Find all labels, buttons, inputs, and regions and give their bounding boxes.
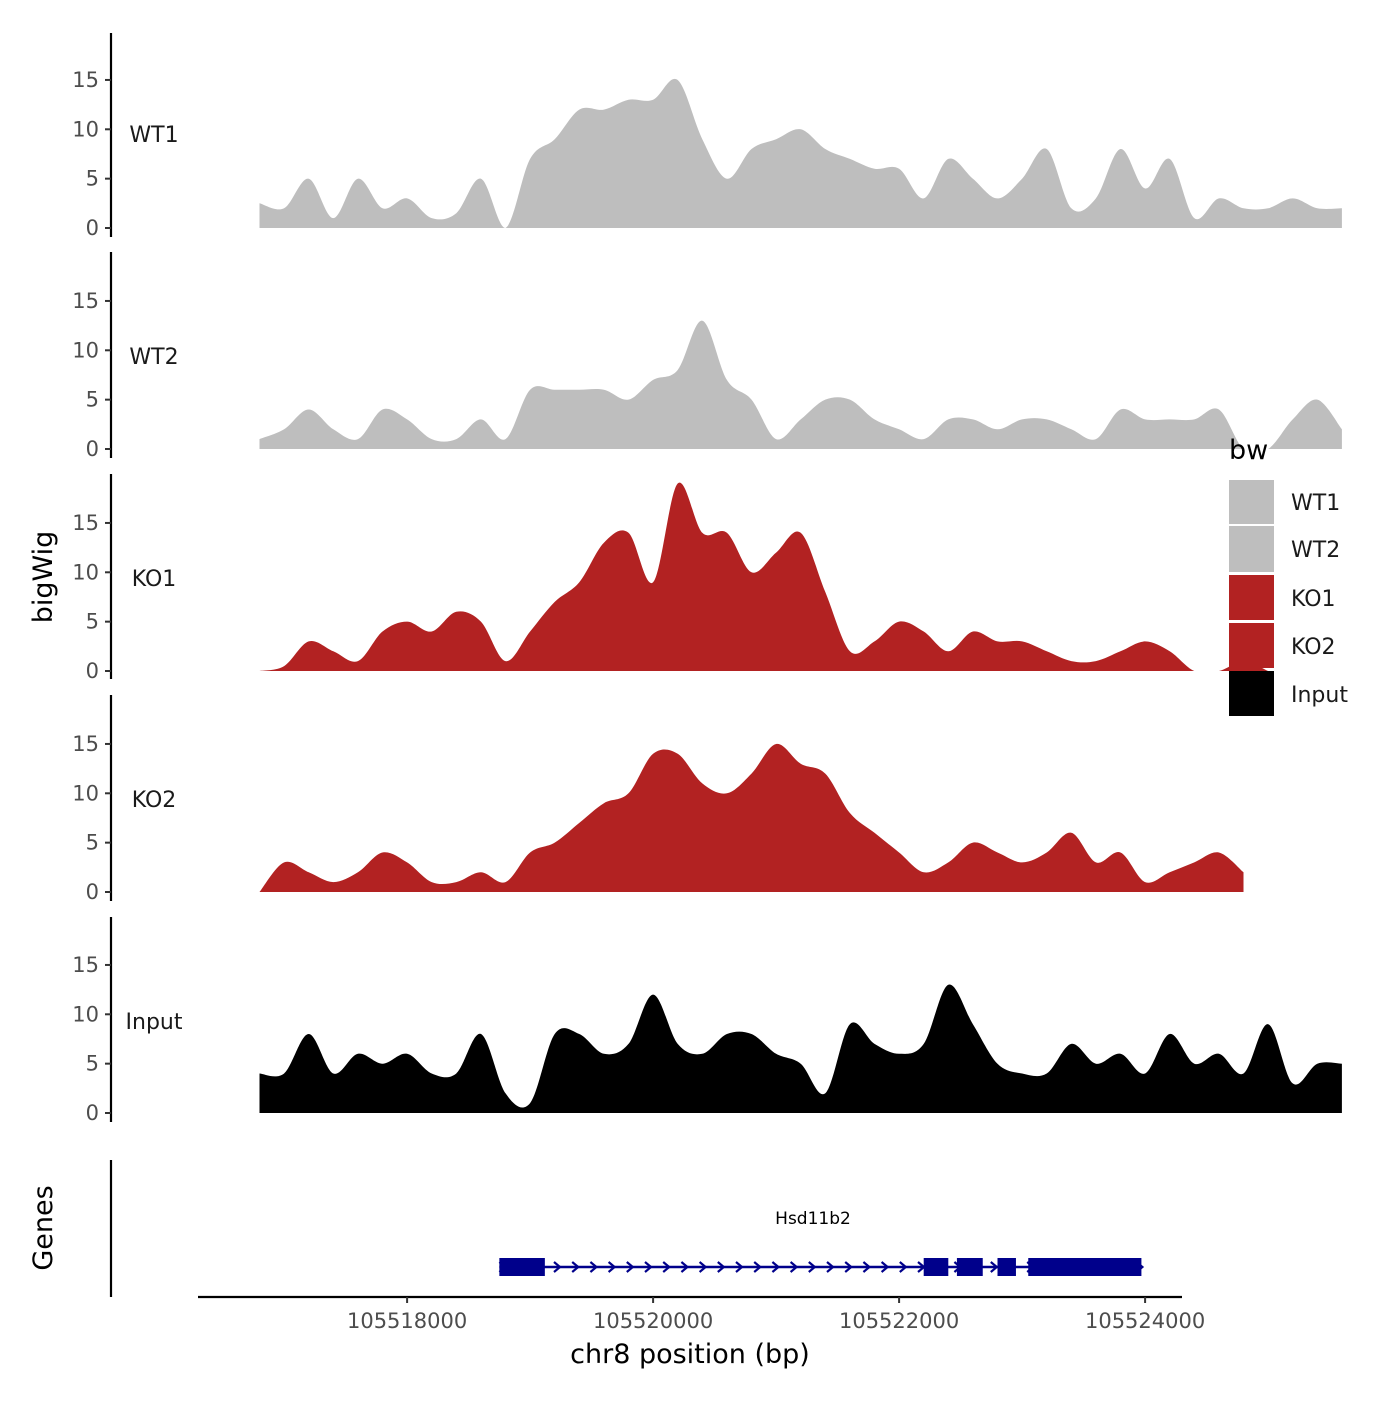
strand-arrow: [717, 1261, 726, 1273]
legend-item-ko1: KO1: [1229, 575, 1336, 620]
legend-item-input: Input: [1229, 671, 1348, 716]
y-tick-label: 15: [72, 511, 99, 535]
strand-arrow: [789, 1261, 799, 1273]
x-tick-label: 105522000: [839, 1309, 959, 1333]
legend: bw WT1 WT2 KO1 KO2 Input: [1229, 435, 1348, 716]
legend-item-wt2: WT2: [1229, 526, 1340, 572]
y-tick-label: 15: [72, 732, 99, 756]
strand-arrow: [607, 1261, 617, 1273]
x-axis-title: chr8 position (bp): [570, 1339, 810, 1370]
y-tick-label: 5: [86, 1052, 99, 1076]
gene-track-title: Genes: [28, 1185, 59, 1270]
x-axis: chr8 position (bp) 105518000 105520000 105…: [198, 1295, 1205, 1370]
track-panel-ko2: KO2 0 5 10 15: [72, 695, 1244, 904]
y-tick-label: 5: [86, 610, 99, 634]
strand-arrow: [880, 1261, 890, 1273]
strand-arrow: [735, 1261, 744, 1273]
track-panel-input: Input 0 5 10 15: [72, 917, 1342, 1125]
gene-track: Genes Hsd11b2: [28, 1160, 1145, 1297]
gene-label: Hsd11b2: [775, 1209, 851, 1229]
x-tick-label: 105524000: [1085, 1309, 1205, 1333]
strand-arrow: [589, 1261, 599, 1273]
y-tick-label: 5: [86, 831, 99, 855]
gene-exon: [499, 1258, 545, 1276]
area-ko2: [259, 743, 1244, 892]
track-label: KO2: [132, 788, 177, 813]
area-input: [259, 984, 1342, 1113]
strand-arrow: [990, 1261, 999, 1273]
legend-key: [1229, 623, 1274, 668]
strand-arrow: [626, 1261, 635, 1273]
y-tick-label: 0: [86, 216, 99, 240]
legend-label: WT2: [1291, 538, 1340, 563]
y-tick-label: 0: [86, 437, 99, 461]
y-tick-label: 10: [72, 560, 99, 584]
track-panel-wt2: WT2 0 5 10 15: [72, 252, 1342, 461]
y-tick-label: 5: [86, 167, 99, 191]
strand-arrow: [571, 1261, 580, 1273]
strand-arrow: [644, 1261, 653, 1273]
track-label: KO1: [132, 567, 177, 592]
legend-item-wt1: WT1: [1229, 480, 1340, 524]
y-tick-label: 10: [72, 1002, 99, 1026]
track-panel-ko1: KO1 0 5 10 15: [72, 474, 1269, 683]
track-label: Input: [126, 1010, 183, 1035]
y-tick-label: 0: [86, 659, 99, 683]
y-tick-label: 15: [72, 68, 99, 92]
y-tick-label: 10: [72, 338, 99, 362]
strand-arrow: [826, 1261, 835, 1273]
legend-label: WT1: [1291, 491, 1340, 516]
area-ko1: [259, 482, 1269, 671]
legend-title: bw: [1229, 435, 1268, 466]
y-tick-label: 10: [72, 117, 99, 141]
legend-item-ko2: KO2: [1229, 623, 1336, 668]
y-tick-label: 15: [72, 289, 99, 313]
gene-exon: [923, 1258, 949, 1276]
strand-arrow: [808, 1261, 817, 1273]
y-tick-label: 10: [72, 781, 99, 805]
gene-exon: [997, 1258, 1016, 1276]
area-wt1: [259, 78, 1342, 228]
y-axis-title: bigWig: [28, 531, 59, 624]
strand-arrow: [698, 1261, 708, 1273]
y-tick-label: 0: [86, 880, 99, 904]
legend-label: KO1: [1291, 587, 1336, 612]
legend-key: [1229, 526, 1274, 572]
strand-arrow: [899, 1261, 908, 1273]
gene-exon: [1028, 1258, 1142, 1276]
area-wt2: [259, 320, 1342, 449]
strand-arrow: [662, 1261, 671, 1273]
x-tick-label: 105518000: [347, 1309, 467, 1333]
y-tick-label: 0: [86, 1101, 99, 1125]
track-label: WT1: [129, 123, 178, 148]
strand-arrow: [753, 1261, 762, 1273]
strand-arrow: [844, 1261, 853, 1273]
y-tick-label: 15: [72, 953, 99, 977]
strand-arrow: [680, 1261, 690, 1273]
strand-arrow: [862, 1261, 872, 1273]
legend-key: [1229, 575, 1274, 620]
track-label: WT2: [129, 345, 178, 370]
legend-label: Input: [1291, 683, 1348, 708]
gene-exon: [956, 1258, 983, 1276]
strand-arrow: [553, 1261, 562, 1273]
strand-arrow: [771, 1261, 781, 1273]
legend-label: KO2: [1291, 635, 1336, 660]
x-tick-label: 105520000: [593, 1309, 713, 1333]
legend-key: [1229, 480, 1274, 524]
track-panel-wt1: WT1 0 5 10 15: [72, 33, 1342, 240]
legend-key: [1229, 671, 1274, 716]
y-tick-label: 5: [86, 388, 99, 412]
